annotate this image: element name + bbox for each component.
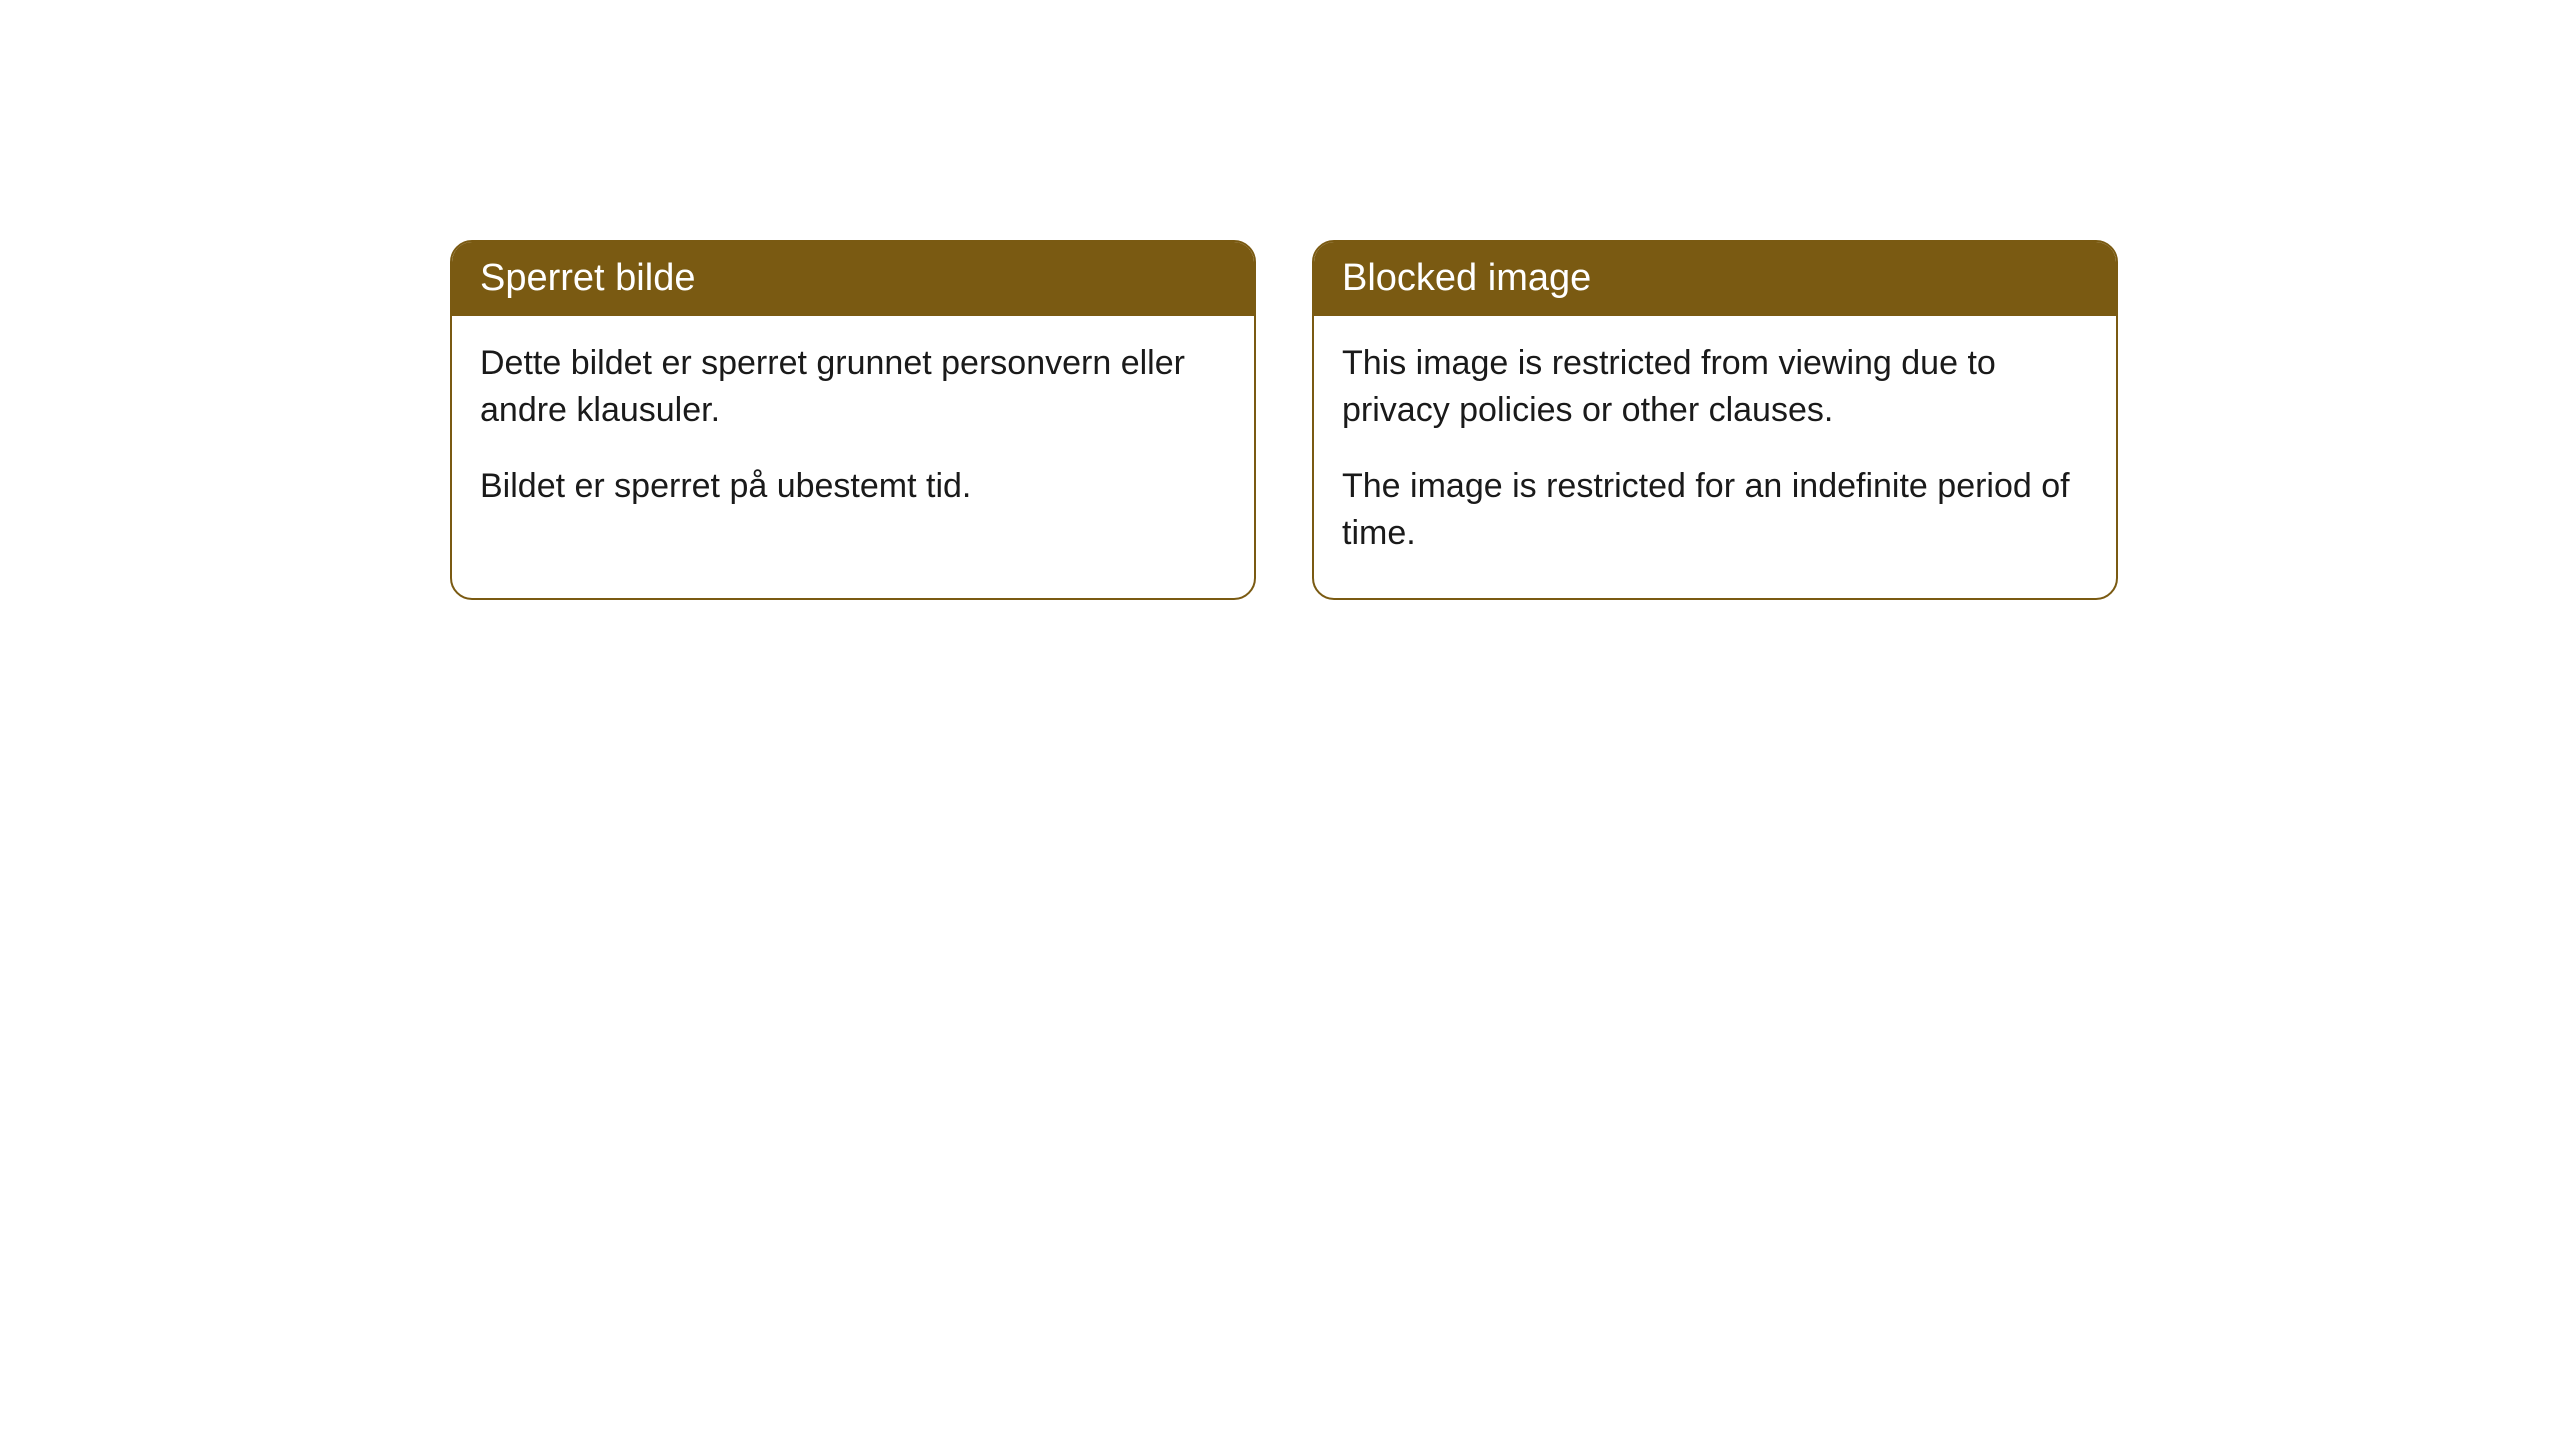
notice-card-english: Blocked image This image is restricted f… bbox=[1312, 240, 2118, 600]
card-header-norwegian: Sperret bilde bbox=[452, 242, 1254, 316]
notice-card-norwegian: Sperret bilde Dette bildet er sperret gr… bbox=[450, 240, 1256, 600]
card-body-english: This image is restricted from viewing du… bbox=[1314, 316, 2116, 598]
card-body-norwegian: Dette bildet er sperret grunnet personve… bbox=[452, 316, 1254, 551]
card-paragraph: This image is restricted from viewing du… bbox=[1342, 340, 2088, 435]
notice-cards-container: Sperret bilde Dette bildet er sperret gr… bbox=[450, 240, 2118, 600]
card-header-english: Blocked image bbox=[1314, 242, 2116, 316]
card-paragraph: Dette bildet er sperret grunnet personve… bbox=[480, 340, 1226, 435]
card-paragraph: The image is restricted for an indefinit… bbox=[1342, 463, 2088, 558]
card-paragraph: Bildet er sperret på ubestemt tid. bbox=[480, 463, 1226, 511]
